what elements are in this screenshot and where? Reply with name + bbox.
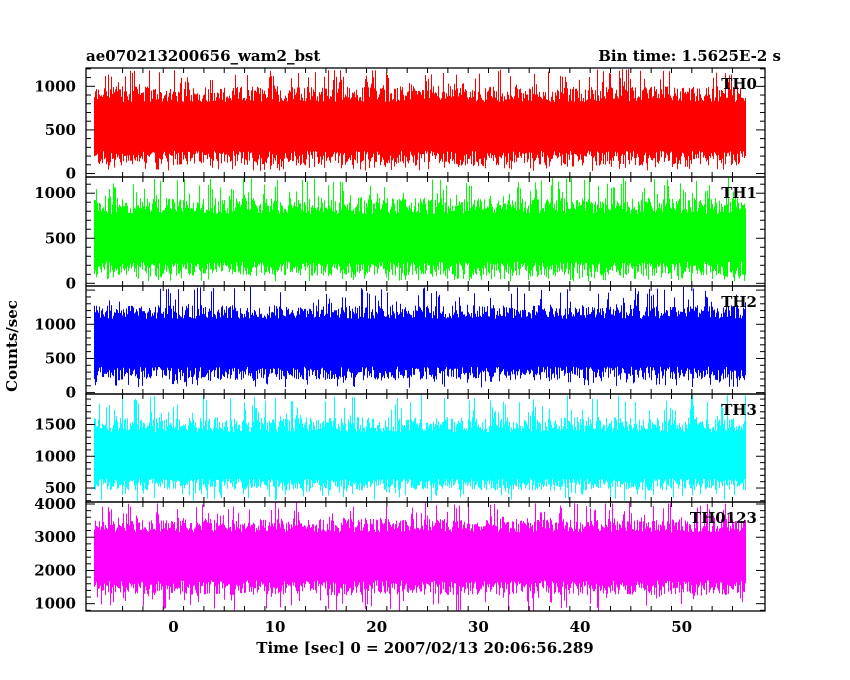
series-trace-th0123 bbox=[94, 502, 746, 611]
y-tick-label: 1000 bbox=[34, 184, 76, 202]
x-tick-label: 20 bbox=[366, 618, 387, 636]
panel-label-th3: TH3 bbox=[721, 401, 757, 419]
y-tick-label: 1000 bbox=[34, 315, 76, 333]
x-tick-label: 30 bbox=[468, 618, 489, 636]
x-tick-label: 40 bbox=[570, 618, 591, 636]
y-axis-label: Counts/sec bbox=[3, 300, 21, 392]
y-tick-label: 500 bbox=[45, 229, 76, 247]
panel-label-th1: TH1 bbox=[721, 184, 757, 202]
y-tick-label: 1000 bbox=[34, 447, 76, 465]
y-tick-label: 4000 bbox=[34, 495, 76, 513]
y-tick-label: 0 bbox=[66, 165, 76, 183]
y-tick-label: 500 bbox=[45, 121, 76, 139]
y-tick-label: 500 bbox=[45, 349, 76, 367]
panel-th1: 0 500 1000 TH1 bbox=[34, 176, 766, 292]
x-tick-label: 50 bbox=[671, 618, 692, 636]
panel-label-th0: TH0 bbox=[721, 75, 757, 93]
panel-frame bbox=[85, 501, 766, 612]
y-tick-label: 500 bbox=[45, 479, 76, 497]
x-tick-label: 10 bbox=[265, 618, 286, 636]
panel-th2: 0 500 1000 TH2 bbox=[34, 285, 766, 402]
y-tick-label: 0 bbox=[66, 274, 76, 292]
chart-title-right: Bin time: 1.5625E-2 s bbox=[598, 47, 781, 65]
panel-label-th0123: TH0123 bbox=[690, 509, 757, 527]
y-tick-label: 1000 bbox=[34, 595, 76, 613]
y-tick-label: 1000 bbox=[34, 77, 76, 95]
series-trace-th1 bbox=[94, 177, 746, 282]
y-tick-label: 1500 bbox=[34, 415, 76, 433]
panel-th0: 0 500 1000 TH0 bbox=[34, 67, 766, 183]
panel-th3: 500 1000 1500 TH3 bbox=[34, 393, 766, 503]
series-trace-th2 bbox=[94, 287, 746, 388]
panel-label-th2: TH2 bbox=[721, 293, 757, 311]
y-tick-label: 0 bbox=[66, 384, 76, 402]
series-trace-th3 bbox=[94, 394, 746, 501]
chart-title-left: ae070213200656_wam2_bst bbox=[86, 47, 320, 65]
x-axis-label: Time [sec] 0 = 2007/02/13 20:06:56.289 bbox=[256, 639, 593, 657]
x-tick-label: 0 bbox=[168, 618, 178, 636]
series-trace-th0 bbox=[94, 69, 746, 171]
y-tick-label: 3000 bbox=[34, 528, 76, 546]
panel-th0123: 1000 2000 3000 4000 TH0123 bbox=[34, 495, 766, 613]
y-tick-label: 2000 bbox=[34, 561, 76, 579]
